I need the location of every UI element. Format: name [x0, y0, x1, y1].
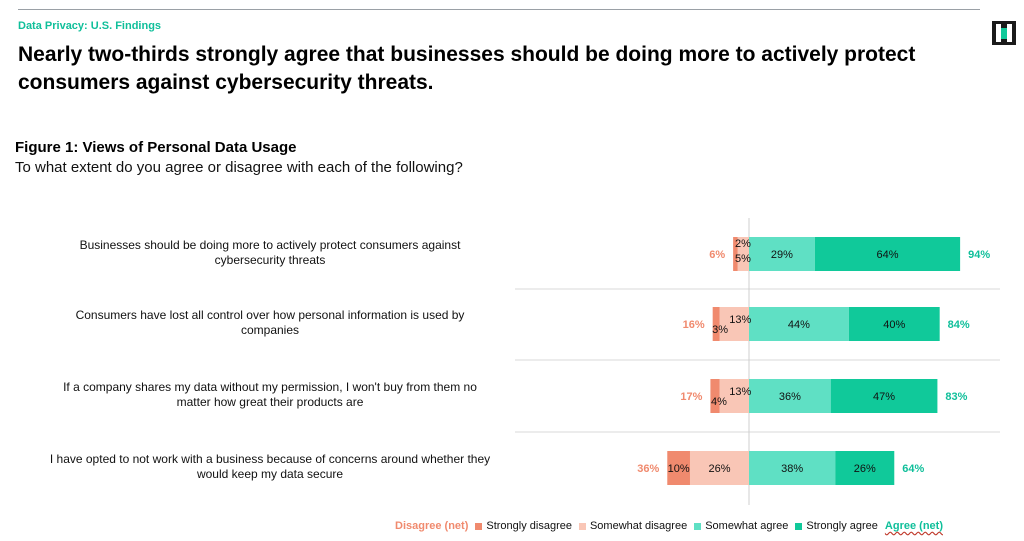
value-label-strongly-disagree: 4% [711, 396, 727, 408]
value-label-disagree-net: 16% [683, 319, 705, 331]
value-label-disagree-net: 36% [637, 463, 659, 475]
category-label: cybersecurity threats [215, 253, 326, 267]
value-label-agree-net: 84% [948, 319, 970, 331]
section-kicker: Data Privacy: U.S. Findings [18, 20, 162, 32]
value-label-agree-net: 83% [945, 391, 967, 403]
bar-strongly-disagree [710, 379, 720, 413]
legend-disagree-net: Disagree (net) [395, 520, 469, 532]
category-label: If a company shares my data without my p… [63, 380, 477, 394]
value-label-strongly-agree: 26% [854, 463, 876, 475]
figure-title: Figure 1: Views of Personal Data Usage [15, 139, 297, 156]
legend-swatch-strongly-agree [795, 522, 803, 530]
category-label: matter how great their products are [177, 395, 364, 409]
chart-legend: Disagree (net) Strongly disagree Somewha… [395, 520, 943, 532]
value-label-agree-net: 64% [902, 463, 924, 475]
top-divider [18, 9, 980, 10]
value-label-strongly-disagree: 3% [712, 324, 728, 336]
legend-swatch-somewhat-agree [694, 522, 702, 530]
bar-somewhat-disagree [737, 237, 749, 271]
bar-somewhat-disagree [719, 307, 749, 341]
bar-somewhat-agree [749, 237, 815, 271]
legend-label-strongly-agree: Strongly agree [806, 520, 878, 532]
legend-swatch-strongly-disagree [475, 522, 483, 530]
page-title: Nearly two-thirds strongly agree that bu… [18, 43, 916, 94]
legend-agree-net: Agree (net) [884, 520, 943, 532]
bar-somewhat-agree [749, 379, 831, 413]
bar-strongly-agree [830, 379, 938, 413]
legend-item-strongly-agree: Strongly agree [795, 520, 878, 532]
figure-subtitle: To what extent do you agree or disagree … [15, 159, 463, 176]
value-label-strongly-disagree: 2% [735, 238, 751, 250]
legend-item-somewhat-agree: Somewhat agree [694, 520, 788, 532]
value-label-strongly-disagree: 10% [668, 463, 690, 475]
brand-logo-icon [992, 21, 1016, 45]
value-label-somewhat-disagree: 26% [708, 463, 730, 475]
bar-strongly-agree [814, 237, 961, 271]
category-label: I have opted to not work with a business… [50, 452, 490, 466]
category-label: would keep my data secure [196, 467, 343, 481]
legend-swatch-somewhat-disagree [578, 522, 586, 530]
legend-label-strongly-disagree: Strongly disagree [486, 520, 572, 532]
bar-strongly-disagree [712, 307, 720, 341]
value-label-disagree-net: 17% [680, 391, 702, 403]
legend-item-strongly-disagree: Strongly disagree [475, 520, 572, 532]
bar-somewhat-disagree [719, 379, 749, 413]
bar-somewhat-agree [749, 451, 836, 485]
bar-strongly-disagree [667, 451, 690, 485]
value-label-somewhat-disagree: 13% [729, 386, 751, 398]
value-label-somewhat-disagree: 5% [735, 253, 751, 265]
value-label-disagree-net: 6% [709, 249, 725, 261]
value-label-strongly-agree: 40% [883, 319, 905, 331]
category-label: Businesses should be doing more to activ… [80, 238, 462, 252]
value-label-somewhat-agree: 29% [771, 249, 793, 261]
bar-somewhat-disagree [689, 451, 749, 485]
legend-item-somewhat-disagree: Somewhat disagree [578, 520, 688, 532]
bar-strongly-agree [835, 451, 895, 485]
category-label: companies [241, 323, 299, 337]
value-label-agree-net: 94% [968, 249, 990, 261]
value-label-somewhat-agree: 44% [788, 319, 810, 331]
value-label-somewhat-disagree: 13% [729, 314, 751, 326]
value-label-strongly-agree: 47% [873, 391, 895, 403]
value-label-somewhat-agree: 36% [779, 391, 801, 403]
category-label: Consumers have lost all control over how… [76, 308, 465, 322]
legend-label-somewhat-disagree: Somewhat disagree [589, 520, 688, 532]
value-label-strongly-agree: 64% [876, 249, 898, 261]
bar-strongly-agree [848, 307, 940, 341]
legend-label-somewhat-agree: Somewhat agree [705, 520, 789, 532]
value-label-somewhat-agree: 38% [781, 463, 803, 475]
bar-strongly-disagree [733, 237, 738, 271]
bar-somewhat-agree [749, 307, 849, 341]
